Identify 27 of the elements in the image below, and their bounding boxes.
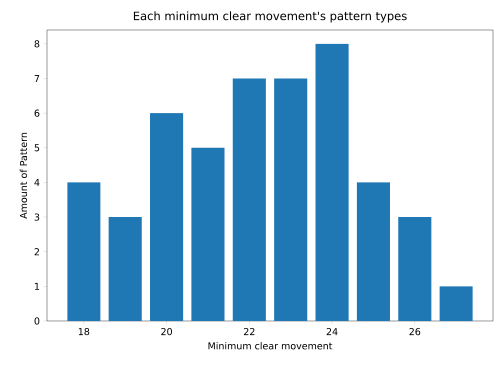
y-axis-title: Amount of Pattern	[20, 132, 28, 219]
y-tick-label: 1	[34, 282, 40, 290]
bar	[398, 217, 432, 321]
y-tick-label: 4	[34, 178, 40, 186]
bar	[440, 286, 473, 321]
bar	[316, 44, 349, 321]
y-tick-label: 3	[34, 213, 40, 221]
bar	[108, 217, 142, 321]
bar	[67, 182, 100, 321]
bar	[274, 78, 308, 321]
x-tick-label: 24	[326, 328, 338, 336]
y-tick-label: 6	[34, 110, 40, 117]
bar	[191, 148, 224, 321]
chart-title: Each minimum clear movement's pattern types	[134, 11, 407, 22]
y-tick-label: 7	[34, 75, 40, 82]
y-tick-label: 2	[34, 248, 40, 256]
y-tick-label: 5	[34, 144, 40, 152]
bar	[232, 78, 266, 321]
x-axis-title: Minimum clear movement	[208, 342, 332, 350]
x-tick-label: 18	[78, 328, 90, 336]
x-tick-label: 22	[244, 328, 254, 336]
x-tick-label: 26	[409, 328, 420, 336]
y-tick-label: 8	[34, 40, 40, 48]
x-tick-label: 20	[161, 328, 172, 336]
bar	[356, 182, 390, 321]
y-tick-label: 0	[34, 317, 40, 325]
bar	[150, 113, 184, 321]
